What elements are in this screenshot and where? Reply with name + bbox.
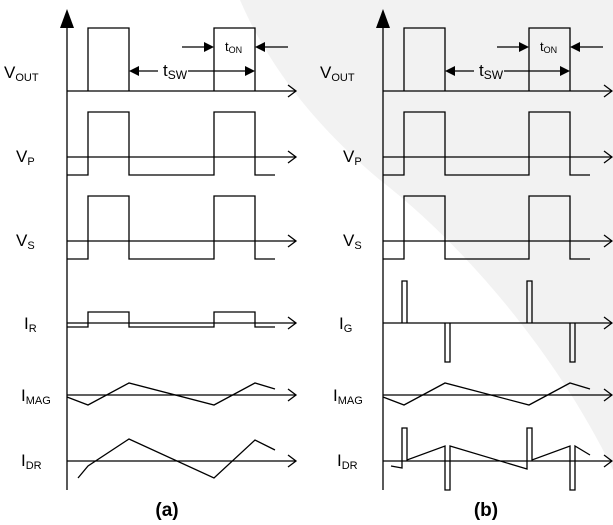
signal-label-ig: IG — [339, 314, 352, 335]
signal-label-imag: IMAG — [333, 386, 363, 407]
signal-label-idr: IDR — [337, 451, 358, 472]
waveform-vp — [67, 111, 298, 176]
waveform-imag — [382, 382, 613, 406]
t-on-annotation-b: tON — [497, 39, 603, 55]
signal-label-idr: IDR — [21, 451, 42, 472]
signal-label-ir: IR — [24, 314, 37, 335]
panel-a-vertical-axis-arrow-icon — [60, 9, 74, 28]
panel-a: VOUT VP VS IR IMAG IDR — [4, 9, 298, 521]
waveform-ig — [383, 280, 613, 363]
waveform-idr — [383, 427, 613, 491]
waveform-vp — [383, 111, 613, 176]
signal-label-vp: VP — [16, 147, 35, 168]
panel-caption-b: (b) — [474, 500, 498, 521]
waveform-vs — [67, 195, 298, 260]
waveform-vout — [383, 27, 613, 98]
waveform-imag — [66, 382, 298, 406]
signal-label-vout: VOUT — [4, 63, 39, 84]
signal-label-imag: IMAG — [21, 386, 51, 407]
background-watermark — [240, 0, 613, 470]
panel-caption-a: (a) — [155, 500, 178, 521]
t-sw-label: tSW — [163, 61, 188, 82]
t-on-label: tON — [540, 39, 557, 55]
signal-label-vs: VS — [343, 231, 362, 252]
waveform-idr — [67, 438, 298, 479]
waveform-ir — [67, 311, 298, 330]
panel-b: VOUT VP VS IG IMAG IDR — [320, 9, 613, 521]
t-sw-annotation-b: tSW — [445, 61, 570, 82]
waveform-vs — [383, 195, 613, 260]
t-sw-label: tSW — [479, 61, 504, 82]
t-sw-annotation-a: tSW — [129, 61, 255, 82]
signal-label-vs: VS — [16, 231, 35, 252]
signal-label-vp: VP — [343, 147, 362, 168]
signal-label-vout: VOUT — [320, 63, 355, 84]
panel-b-vertical-axis-arrow-icon — [376, 9, 390, 28]
t-on-label: tON — [225, 39, 242, 55]
t-on-annotation-a: tON — [182, 39, 288, 55]
waveform-vout — [67, 27, 298, 98]
